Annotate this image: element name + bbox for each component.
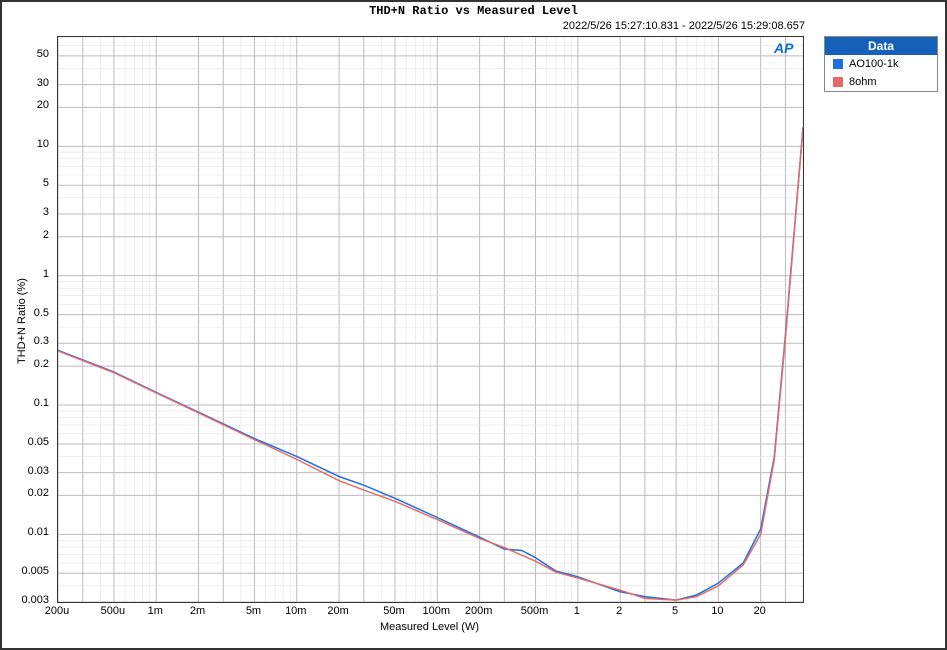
y-tick: 50 bbox=[37, 48, 49, 60]
x-tick: 100m bbox=[416, 605, 456, 617]
legend-item: AO100-1k bbox=[825, 55, 937, 73]
y-tick: 2 bbox=[43, 229, 49, 241]
x-tick: 200u bbox=[37, 605, 77, 617]
timestamp-sep: - bbox=[679, 20, 689, 32]
y-axis-label: THD+N Ratio (%) bbox=[16, 278, 28, 364]
timestamp-range: 2022/5/26 15:27:10.831 - 2022/5/26 15:29… bbox=[563, 20, 805, 32]
y-tick: 0.05 bbox=[28, 436, 49, 448]
chart-title: THD+N Ratio vs Measured Level bbox=[2, 4, 945, 18]
legend-swatch bbox=[833, 59, 843, 69]
legend: Data AO100-1k 8ohm bbox=[824, 36, 938, 92]
x-tick: 10m bbox=[276, 605, 316, 617]
y-tick: 0.01 bbox=[28, 526, 49, 538]
y-tick: 20 bbox=[37, 99, 49, 111]
x-tick: 50m bbox=[374, 605, 414, 617]
y-tick: 1 bbox=[43, 268, 49, 280]
legend-title: Data bbox=[825, 37, 937, 55]
x-tick: 10 bbox=[697, 605, 737, 617]
x-tick: 500u bbox=[93, 605, 133, 617]
y-tick: 0.3 bbox=[34, 335, 49, 347]
x-tick: 5 bbox=[655, 605, 695, 617]
legend-label: AO100-1k bbox=[849, 58, 899, 70]
x-tick: 20m bbox=[318, 605, 358, 617]
x-tick: 2 bbox=[599, 605, 639, 617]
y-tick: 0.5 bbox=[34, 307, 49, 319]
y-tick: 3 bbox=[43, 206, 49, 218]
x-tick: 500m bbox=[515, 605, 555, 617]
timestamp-start: 2022/5/26 15:27:10.831 bbox=[563, 20, 679, 32]
y-tick: 0.2 bbox=[34, 358, 49, 370]
y-tick: 5 bbox=[43, 177, 49, 189]
x-axis-label: Measured Level (W) bbox=[370, 621, 490, 633]
chart-plot-area bbox=[57, 36, 804, 603]
x-tick: 1m bbox=[135, 605, 175, 617]
x-tick: 1 bbox=[557, 605, 597, 617]
chart-frame: THD+N Ratio vs Measured Level 2022/5/26 … bbox=[0, 0, 947, 650]
y-tick: 0.03 bbox=[28, 465, 49, 477]
y-tick: 0.1 bbox=[34, 397, 49, 409]
x-tick: 5m bbox=[233, 605, 273, 617]
legend-item: 8ohm bbox=[825, 73, 937, 91]
y-tick: 0.005 bbox=[21, 565, 49, 577]
x-tick: 2m bbox=[178, 605, 218, 617]
ap-logo: AP bbox=[774, 40, 793, 56]
y-tick: 30 bbox=[37, 77, 49, 89]
legend-swatch bbox=[833, 77, 843, 87]
legend-label: 8ohm bbox=[849, 76, 877, 88]
y-tick: 0.02 bbox=[28, 487, 49, 499]
timestamp-end: 2022/5/26 15:29:08.657 bbox=[689, 20, 805, 32]
x-tick: 20 bbox=[740, 605, 780, 617]
x-tick: 200m bbox=[459, 605, 499, 617]
y-tick: 10 bbox=[37, 138, 49, 150]
